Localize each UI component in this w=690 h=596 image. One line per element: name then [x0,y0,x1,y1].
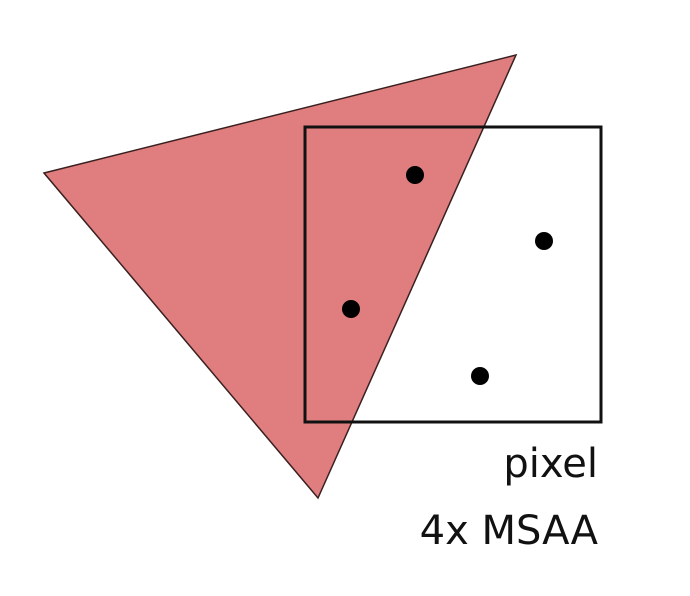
sample-point-3 [342,300,360,318]
pixel-square [303,125,603,424]
sample-point-2 [535,232,553,250]
sample-point-4 [471,367,489,385]
msaa-label: 4x MSAA [419,508,598,554]
sample-point-1 [406,166,424,184]
triangle-primitive [42,53,518,500]
pixel-label: pixel [503,441,598,487]
